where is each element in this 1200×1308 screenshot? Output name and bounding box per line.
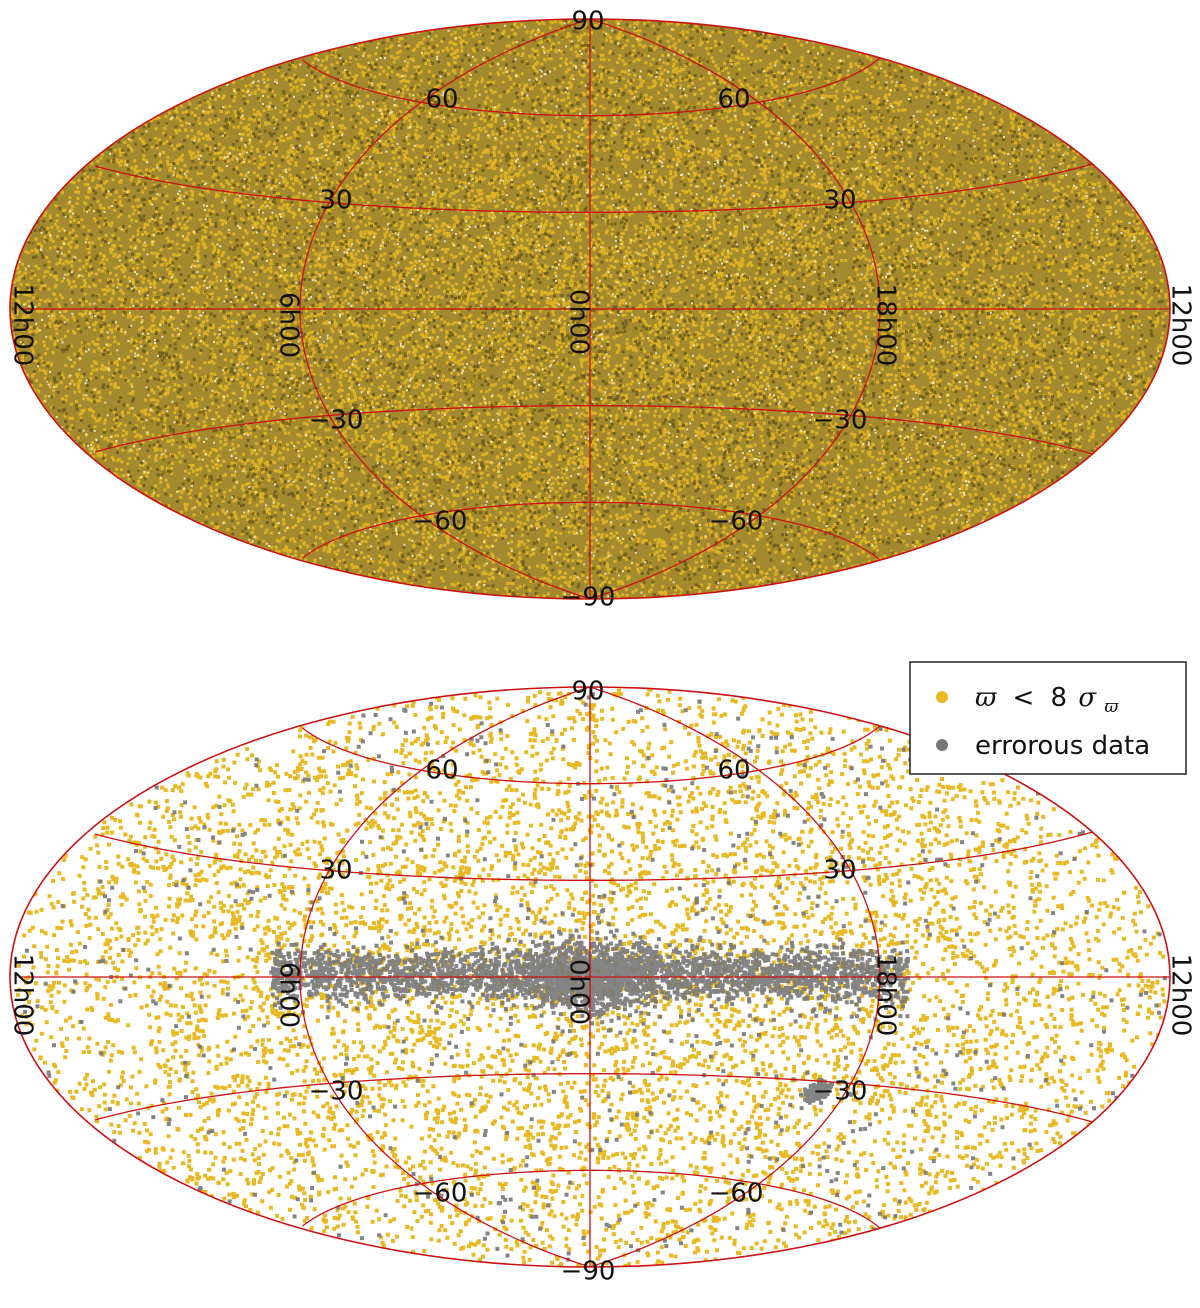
- bottom-dec-tick-90: 90: [571, 677, 604, 707]
- top-ra-tick-12h-left: 12h00: [8, 284, 38, 367]
- top-dec-tick-m90: −90: [561, 583, 616, 613]
- bottom-dec-tick-60-left: 60: [425, 756, 458, 786]
- bottom-dec-tick-m60-left: −60: [413, 1179, 468, 1209]
- bottom-dec-tick-m90: −90: [561, 1257, 616, 1287]
- legend-marker-precise: [936, 691, 948, 703]
- bottom-ra-tick-12h-left: 12h00: [8, 954, 38, 1037]
- legend: ϖ < 8 σ ϖ errorous data: [909, 661, 1187, 775]
- top-dec-tick-m60-right: −60: [709, 507, 764, 537]
- bottom-ra-tick-6h: 6h00: [274, 962, 304, 1028]
- bottom-dec-tick-30-right: 30: [823, 856, 856, 886]
- bottom-grid: [9, 686, 1171, 1268]
- bottom-dec-tick-m30-left: −30: [309, 1077, 364, 1107]
- ra-gridline: [589, 18, 881, 600]
- sky-map-top: 90 −90 60 60 30 30 −30 −30 −60 −60 0h00 …: [8, 7, 1196, 613]
- top-dec-tick-60-right: 60: [717, 85, 750, 115]
- bottom-dec-tick-m60-right: −60: [709, 1179, 764, 1209]
- ra-gridline: [589, 686, 881, 1268]
- dec-gridline: [94, 163, 1093, 213]
- legend-marker-errorous: [936, 739, 948, 751]
- top-dec-tick-m30-left: −30: [309, 406, 364, 436]
- dec-gridline: [302, 501, 881, 561]
- scatter-points: [15, 687, 1167, 1267]
- bottom-dec-tick-30-left: 30: [319, 856, 352, 886]
- top-ra-tick-6h: 6h00: [274, 292, 304, 358]
- dec-gridline: [302, 725, 881, 785]
- top-dec-tick-m30-right: −30: [813, 406, 868, 436]
- dec-gridline: [302, 1169, 881, 1229]
- bottom-dec-tick-60-right: 60: [717, 756, 750, 786]
- dec-gridline: [94, 831, 1093, 881]
- legend-label-precise-varpi: ϖ: [975, 683, 997, 713]
- dec-gridline: [94, 405, 1093, 455]
- dec-gridline: [302, 57, 881, 117]
- sky-map-bottom: 90 −90 60 60 30 30 −30 −30 −60 −60 0h00 …: [8, 661, 1196, 1287]
- dec-gridline: [94, 1073, 1093, 1123]
- top-ra-tick-center: 0h00: [564, 289, 594, 355]
- bottom-tick-labels: 90 −90 60 60 30 30 −30 −30 −60 −60 0h00 …: [8, 677, 1196, 1287]
- top-dec-tick-30-right: 30: [823, 186, 856, 216]
- ra-gridline: [299, 18, 591, 600]
- top-dec-tick-30-left: 30: [319, 186, 352, 216]
- top-dec-tick-m60-left: −60: [413, 507, 468, 537]
- top-grid: [9, 18, 1171, 600]
- legend-label-precise-sigma: σ: [1078, 683, 1097, 713]
- top-dec-tick-60-left: 60: [425, 85, 458, 115]
- bottom-ra-tick-18h: 18h00: [871, 954, 901, 1037]
- legend-label-precise-subscript: ϖ: [1104, 697, 1119, 717]
- top-tick-labels: 90 −90 60 60 30 30 −30 −30 −60 −60 0h00 …: [8, 7, 1196, 613]
- bottom-ra-tick-12h-right: 12h00: [1166, 954, 1196, 1037]
- top-ra-tick-18h: 18h00: [871, 284, 901, 367]
- legend-label-precise-eight: 8: [1051, 683, 1068, 713]
- bottom-dec-tick-m30-right: −30: [813, 1077, 868, 1107]
- top-dec-tick-90: 90: [571, 7, 604, 37]
- scatter-points: [10, 19, 1170, 599]
- bottom-ra-tick-center: 0h00: [564, 959, 594, 1025]
- top-ra-tick-12h-right: 12h00: [1166, 284, 1196, 367]
- legend-box: [909, 661, 1187, 775]
- ra-gridline: [299, 686, 591, 1268]
- legend-label-precise: ϖ < 8 σ ϖ: [975, 683, 1119, 717]
- legend-label-precise-lt: <: [1012, 683, 1034, 713]
- legend-label-errorous: errorous data: [975, 731, 1150, 761]
